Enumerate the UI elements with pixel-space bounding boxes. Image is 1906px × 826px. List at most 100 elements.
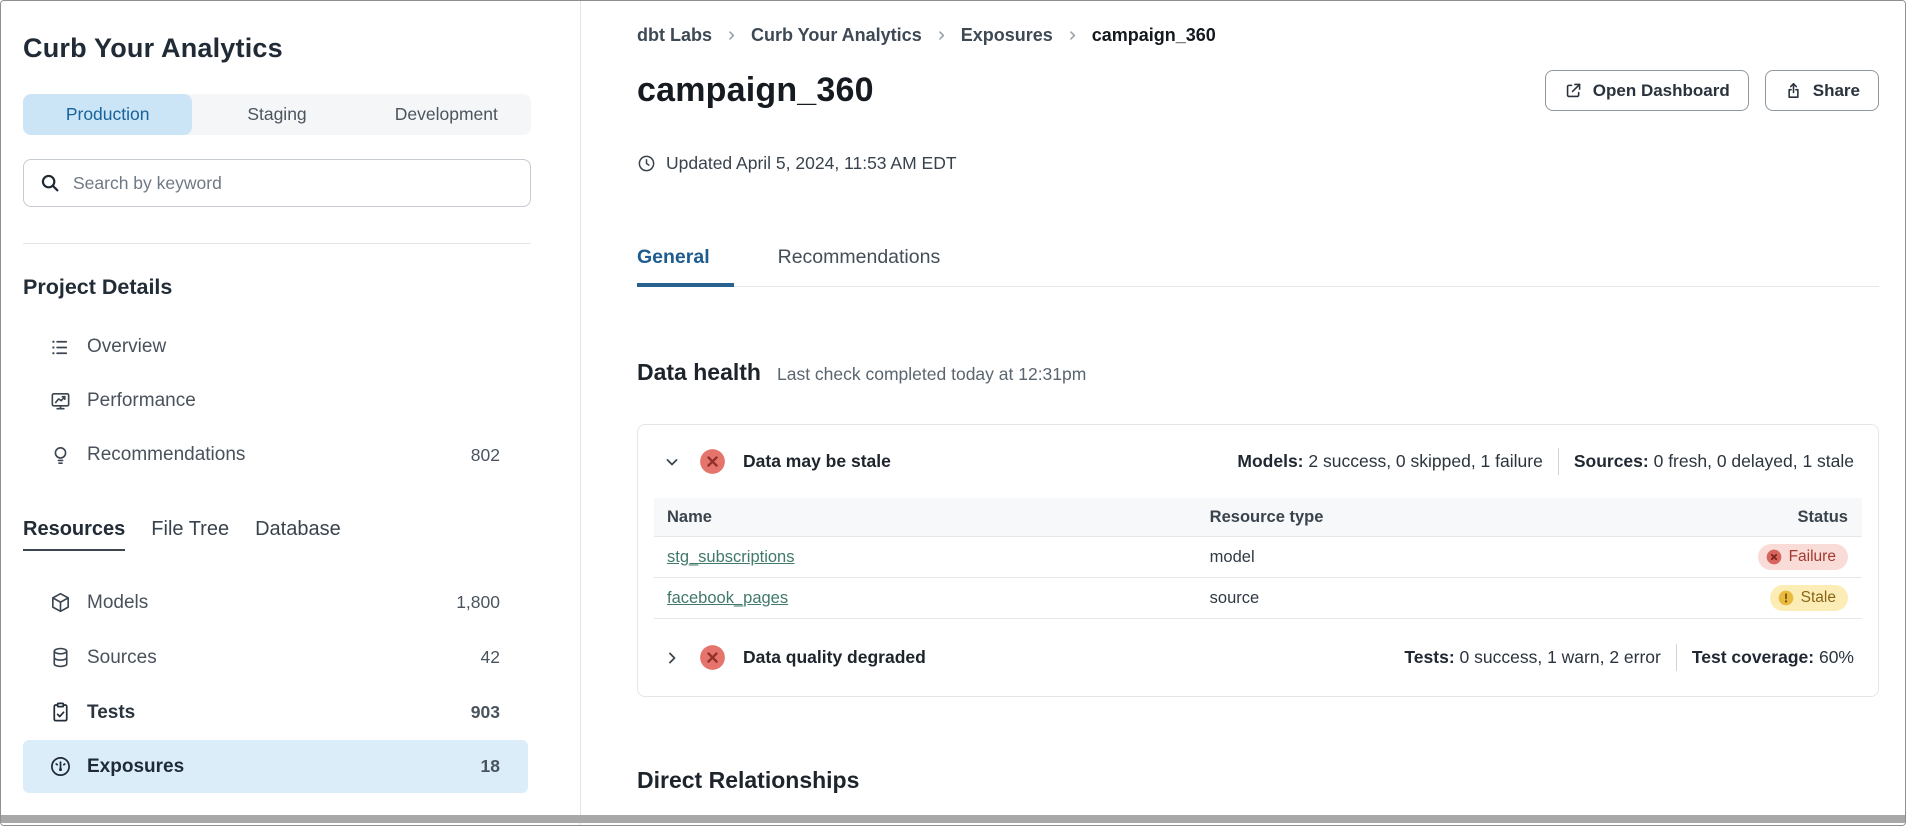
header-actions: Open Dashboard Share xyxy=(1544,70,1879,111)
breadcrumb-link-dbt-labs[interactable]: dbt Labs xyxy=(637,25,712,45)
sidebar-item-models[interactable]: Models 1,800 xyxy=(23,575,528,630)
share-icon xyxy=(1784,81,1803,100)
warning-circle-icon xyxy=(1778,590,1794,606)
table-row: stg_subscriptions model Failure xyxy=(654,537,1862,578)
item-count: 42 xyxy=(480,647,500,667)
sources-stat: Sources: 0 fresh, 0 delayed, 1 stale xyxy=(1573,451,1854,471)
data-health-heading: Data health xyxy=(637,359,761,385)
breadcrumb-separator-icon xyxy=(1065,28,1080,43)
stale-group-row[interactable]: Data may be stale Models: 2 success, 0 s… xyxy=(638,425,1878,498)
resource-link-stg-subscriptions[interactable]: stg_subscriptions xyxy=(667,547,795,566)
data-health-header: Data health Last check completed today a… xyxy=(637,359,1879,386)
breadcrumb-current: campaign_360 xyxy=(1091,25,1216,45)
table-header-row: Name Resource type Status xyxy=(654,498,1862,537)
sidebar-item-recommendations[interactable]: Recommendations 802 xyxy=(23,428,528,482)
search-input[interactable] xyxy=(73,172,530,194)
clipboard-check-icon xyxy=(49,701,72,724)
stats-divider xyxy=(1675,644,1677,671)
breadcrumb-link-exposures[interactable]: Exposures xyxy=(960,25,1053,45)
quality-group-stats: Tests: 0 success, 1 warn, 2 error Test c… xyxy=(1404,644,1854,671)
share-label: Share xyxy=(1812,80,1860,100)
tests-stat: Tests: 0 success, 1 warn, 2 error xyxy=(1404,647,1661,667)
sidebar-item-label: Models xyxy=(87,591,149,613)
monitor-chart-icon xyxy=(49,390,72,413)
open-dashboard-button[interactable]: Open Dashboard xyxy=(1544,70,1749,111)
env-tab-production[interactable]: Production xyxy=(23,94,193,135)
project-details-heading: Project Details xyxy=(23,275,173,299)
search-box[interactable] xyxy=(23,159,531,207)
main-content: dbt Labs Curb Your Analytics Exposures c… xyxy=(581,1,1905,825)
resource-link-facebook-pages[interactable]: facebook_pages xyxy=(667,588,789,607)
status-badge-failure: Failure xyxy=(1757,544,1848,570)
sidebar-item-label: Performance xyxy=(87,390,196,411)
sidebar-item-label: Recommendations xyxy=(87,444,246,465)
direct-relationships-heading: Direct Relationships xyxy=(637,767,860,793)
sidebar-item-label: Overview xyxy=(87,336,167,357)
share-button[interactable]: Share xyxy=(1764,70,1879,111)
quality-group-title: Data quality degraded xyxy=(743,647,926,667)
env-tab-development[interactable]: Development xyxy=(394,104,498,124)
chevron-right-icon[interactable] xyxy=(662,648,682,668)
environment-tabs: Production Staging Development xyxy=(23,94,531,135)
stats-divider xyxy=(1557,448,1559,475)
tab-database[interactable]: Database xyxy=(255,518,341,540)
open-dashboard-label: Open Dashboard xyxy=(1592,80,1730,100)
x-circle-icon xyxy=(1766,549,1782,565)
resource-type-cell: source xyxy=(1209,588,1260,607)
page-header: campaign_360 Open Dashboard Share xyxy=(637,70,1879,111)
sidebar-item-overview[interactable]: Overview xyxy=(23,320,528,374)
item-count: 18 xyxy=(480,756,500,776)
stale-group-stats: Models: 2 success, 0 skipped, 1 failure … xyxy=(1237,448,1854,475)
external-link-icon xyxy=(1564,81,1583,100)
window-bottom-edge xyxy=(1,815,1905,823)
clock-icon xyxy=(637,154,656,173)
tab-general[interactable]: General xyxy=(637,246,734,287)
sidebar-item-label: Tests xyxy=(87,701,136,723)
health-table: Name Resource type Status stg_subscripti… xyxy=(654,498,1862,619)
updated-timestamp: Updated April 5, 2024, 11:53 AM EDT xyxy=(637,153,1879,174)
column-header-status: Status xyxy=(1797,507,1848,526)
resource-type-cell: model xyxy=(1209,547,1255,566)
quality-group-row[interactable]: Data quality degraded Tests: 0 success, … xyxy=(638,619,1878,696)
tab-file-tree[interactable]: File Tree xyxy=(151,518,230,540)
table-row: facebook_pages source Stale xyxy=(654,578,1862,619)
breadcrumb: dbt Labs Curb Your Analytics Exposures c… xyxy=(637,25,1879,46)
sidebar-item-label: Exposures xyxy=(87,755,185,777)
lightbulb-icon xyxy=(49,444,72,467)
tab-resources[interactable]: Resources xyxy=(23,518,126,551)
item-count: 1,800 xyxy=(456,592,500,612)
sidebar-item-exposures[interactable]: Exposures 18 xyxy=(23,740,528,793)
gauge-icon xyxy=(49,755,72,778)
column-header-name: Name xyxy=(667,507,712,526)
list-icon xyxy=(49,336,72,359)
breadcrumb-link-project[interactable]: Curb Your Analytics xyxy=(751,25,922,45)
sidebar-item-label: Sources xyxy=(87,646,157,668)
project-details-nav: Overview Performance Recommendations 802 xyxy=(23,320,528,482)
column-header-resource-type: Resource type xyxy=(1209,507,1324,526)
chevron-down-icon[interactable] xyxy=(662,452,682,472)
sidebar-divider xyxy=(23,243,531,244)
sidebar-item-tests[interactable]: Tests 903 xyxy=(23,685,528,740)
search-icon xyxy=(39,172,61,194)
models-stat: Models: 2 success, 0 skipped, 1 failure xyxy=(1237,451,1543,471)
env-tab-staging[interactable]: Staging xyxy=(247,104,307,124)
breadcrumb-separator-icon xyxy=(724,28,739,43)
resources-nav: Models 1,800 Sources 42 Tests 903 Exposu… xyxy=(23,575,528,793)
status-badge-stale: Stale xyxy=(1769,585,1848,611)
database-icon xyxy=(49,646,72,669)
project-title: Curb Your Analytics xyxy=(23,33,283,63)
item-count: 802 xyxy=(470,444,500,465)
stale-group-title: Data may be stale xyxy=(743,451,891,471)
sidebar-item-sources[interactable]: Sources 42 xyxy=(23,630,528,685)
breadcrumb-separator-icon xyxy=(934,28,949,43)
sidebar-item-performance[interactable]: Performance xyxy=(23,374,528,428)
updated-text: Updated April 5, 2024, 11:53 AM EDT xyxy=(666,153,957,173)
page-title: campaign_360 xyxy=(637,71,874,109)
test-coverage-stat: Test coverage: 60% xyxy=(1691,647,1854,667)
item-count: 903 xyxy=(470,702,500,722)
tab-recommendations[interactable]: Recommendations xyxy=(777,246,941,268)
error-circle-icon xyxy=(699,448,726,475)
error-circle-icon xyxy=(699,644,726,671)
sidebar: Curb Your Analytics Production Staging D… xyxy=(1,1,581,825)
